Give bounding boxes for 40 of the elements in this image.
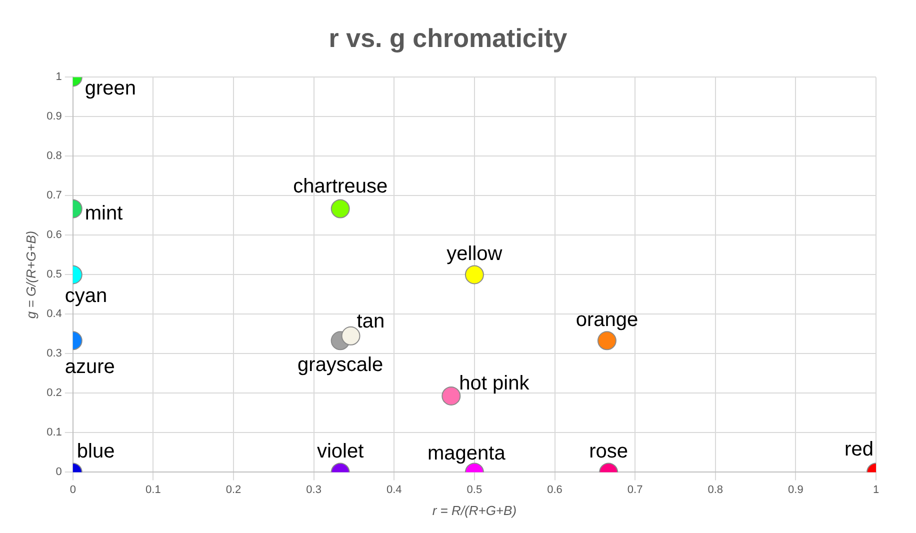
y-tick-label: 0.6	[46, 229, 62, 242]
y-tick-label: 0.2	[46, 387, 62, 400]
y-tick-label: 0	[56, 466, 62, 478]
x-tick-label: 0.4	[386, 484, 402, 496]
series-label: cyan	[64, 285, 108, 308]
x-tick-label: 0.6	[547, 484, 562, 496]
y-tick-label: 0.8	[46, 150, 62, 162]
series-label: azure	[64, 356, 115, 378]
x-tick-label: 0.5	[466, 484, 482, 496]
series-label: yellow	[446, 243, 503, 266]
y-tick-label: 0.7	[46, 190, 62, 202]
chart-title: r vs. g chromaticity	[328, 22, 568, 53]
x-tick-label: 0.1	[146, 484, 161, 496]
y-tick-label: 0.9	[46, 110, 62, 123]
series-label: chartreuse	[293, 175, 388, 198]
x-tick-label: 0.9	[788, 484, 804, 496]
y-tick-label: 0.5	[46, 268, 62, 281]
y-tick-label: 1	[56, 71, 62, 84]
series-label: green	[84, 78, 136, 100]
series-label: blue	[76, 440, 115, 463]
series-label: violet	[316, 440, 364, 463]
series-label: grayscale	[298, 354, 384, 376]
series-label: hot pink	[459, 372, 530, 394]
series-label: tan	[356, 310, 385, 332]
series-label: magenta	[428, 442, 506, 465]
x-tick-label: 1	[872, 484, 880, 496]
series-label: rose	[589, 440, 628, 463]
x-tick-label: 0	[70, 484, 76, 496]
x-tick-label: 0.2	[226, 484, 242, 496]
series-label: red	[844, 438, 874, 461]
y-tick-label: 0.4	[46, 308, 62, 320]
x-tick-label: 0.3	[306, 484, 322, 496]
y-axis-title: g = G/(R+G+B)	[23, 230, 38, 319]
x-tick-label: 0.8	[708, 484, 724, 496]
y-tick-label: 0.3	[46, 348, 62, 360]
y-tick-label: 0.1	[46, 426, 62, 439]
series-label: orange	[576, 309, 638, 332]
x-axis-title: r = R/(R+G+B)	[432, 502, 517, 518]
series-label: mint	[84, 202, 124, 224]
x-tick-label: 0.7	[627, 484, 643, 496]
